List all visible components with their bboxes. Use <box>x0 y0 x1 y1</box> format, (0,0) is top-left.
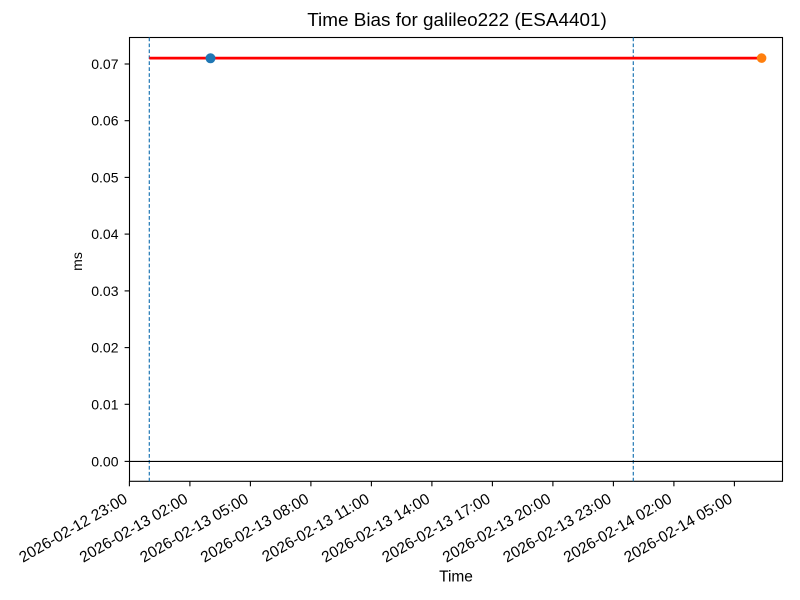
svg-text:0.02: 0.02 <box>91 340 118 356</box>
svg-text:0.07: 0.07 <box>91 56 118 72</box>
svg-text:0.05: 0.05 <box>91 169 118 185</box>
svg-text:0.04: 0.04 <box>91 226 118 242</box>
svg-text:0.01: 0.01 <box>91 396 118 412</box>
svg-text:0.06: 0.06 <box>91 113 118 129</box>
svg-text:Time: Time <box>439 569 473 586</box>
svg-text:0.03: 0.03 <box>91 283 118 299</box>
svg-text:ms: ms <box>69 252 85 271</box>
svg-text:Time Bias for galileo222 (ESA4: Time Bias for galileo222 (ESA4401) <box>307 10 607 31</box>
svg-text:0.00: 0.00 <box>91 453 118 469</box>
